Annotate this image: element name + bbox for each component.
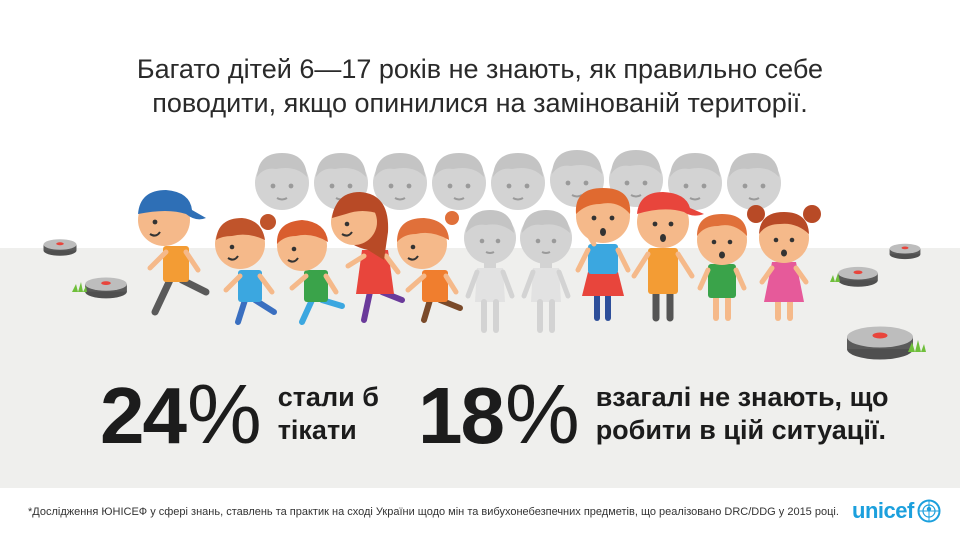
children-illustration [43, 150, 926, 360]
footnote: *Дослідження ЮНІСЕФ у сфері знань, ставл… [28, 506, 839, 518]
headline-line-1: Багато дітей 6—17 років не знають, як пр… [136, 54, 824, 84]
stat-dont-know-number: 18% [418, 367, 580, 461]
percent-sign: % [186, 367, 262, 461]
child-scared-girl-blue [575, 188, 631, 321]
footer-band [0, 488, 960, 540]
child-running-girl-1 [215, 214, 277, 325]
child-running-boy-orange [397, 211, 463, 323]
unicef-emblem-icon [917, 499, 941, 523]
child-scared-girl-pink [747, 205, 821, 321]
stat-flee-text: стали б тікати [277, 382, 379, 445]
child-scared-boy-green [697, 214, 747, 321]
headline-line-2: поводити, якщо опинилися на замінованій … [152, 88, 808, 118]
child-running-boy-green [276, 220, 345, 325]
percent-sign: % [504, 367, 580, 461]
child-running-girl-red [331, 192, 405, 323]
stat-dont-know: 18% взагалі не знають, що робити в цій си… [418, 372, 888, 456]
stat-flee-number: 24% [100, 367, 262, 461]
child-scared-boy-cap [631, 192, 704, 322]
headline: Багато дітей 6—17 років не знають, як пр… [60, 52, 900, 120]
stat-dont-know-text: взагалі не знають, що робити в цій ситуац… [595, 382, 889, 445]
landmines [43, 239, 926, 360]
stat-flee: 24% стали б тікати [100, 372, 379, 456]
child-running-cap [138, 190, 210, 316]
unicef-wordmark: unicef [852, 498, 914, 523]
unicef-logo[interactable]: unicef [852, 498, 941, 524]
